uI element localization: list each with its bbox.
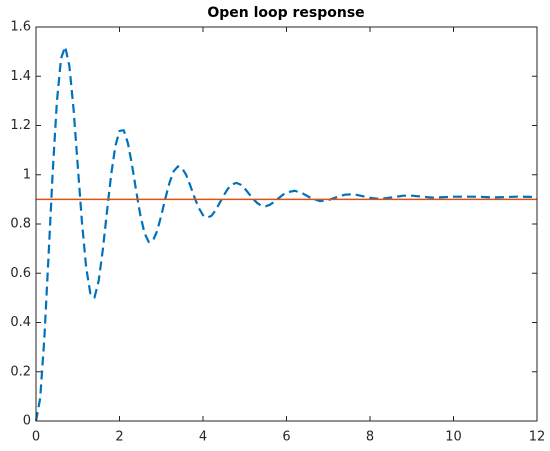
- x-tick-label: 8: [366, 430, 374, 445]
- x-tick-label: 12: [529, 430, 546, 445]
- y-tick-label: 0.6: [10, 266, 31, 281]
- series-line: [34, 45, 538, 422]
- y-tick-label: 0.2: [10, 364, 31, 379]
- x-tick-label: 0: [32, 430, 40, 445]
- x-tick-label: 2: [115, 430, 123, 445]
- y-tick-label: 0: [23, 414, 31, 429]
- x-tick-label: 4: [199, 430, 207, 445]
- y-tick-label: 1: [23, 167, 31, 182]
- y-tick-label: 1.6: [10, 20, 31, 35]
- x-tick-label: 6: [282, 430, 290, 445]
- axes-box: [35, 26, 538, 422]
- x-tick-label: 10: [445, 430, 462, 445]
- y-tick-label: 1.4: [10, 69, 31, 84]
- y-tick-label: 1.2: [10, 118, 31, 133]
- y-tick-label: 0.4: [10, 315, 31, 330]
- y-tick-label: 0.8: [10, 217, 31, 232]
- chart-title: Open loop response: [207, 5, 364, 21]
